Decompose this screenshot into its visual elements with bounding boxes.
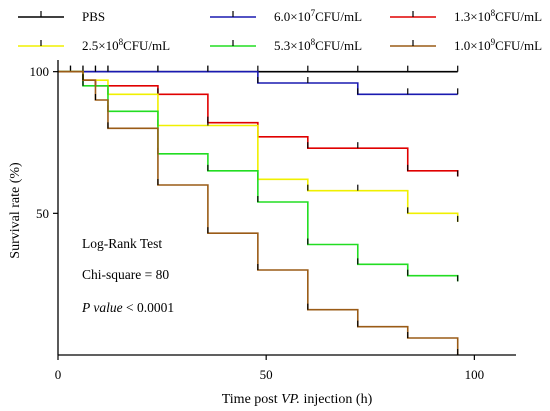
legend-label-part: 9	[491, 37, 496, 47]
legend-label-part: 5.3×10	[274, 38, 311, 53]
legend-label-part: 6.0×10	[274, 9, 311, 24]
series-line	[58, 70, 459, 282]
legend-label-part: 2.5×10	[82, 38, 119, 53]
legend-item: PBS	[18, 9, 105, 24]
x-tick-label: 0	[55, 367, 62, 382]
legend-item: 6.0×107CFU/mL	[210, 8, 362, 24]
legend-label: 6.0×107CFU/mL	[274, 8, 362, 24]
legend-label-part: CFU/mL	[123, 38, 170, 53]
legend-item: 1.3×108CFU/mL	[390, 8, 542, 24]
y-tick-label: 50	[36, 206, 49, 221]
x-axis-title: Time post VP. injection (h)	[222, 392, 373, 407]
p-value-text: < 0.0001	[123, 300, 175, 315]
legend-label: PBS	[82, 9, 105, 24]
plot-area	[58, 65, 459, 355]
series-1	[58, 65, 459, 73]
legend-label-part: 1.3×10	[454, 9, 491, 24]
legend-label: 5.3×108CFU/mL	[274, 37, 362, 53]
legend: PBS 6.0×107CFU/mL 1.3×108CFU/mL2.5×108CFU/…	[18, 8, 542, 53]
legend-label-part: 8	[491, 8, 496, 18]
legend-label-part: CFU/mL	[315, 9, 362, 24]
x-tick-label: 50	[260, 367, 273, 382]
x-axis-title-part: VP.	[281, 392, 300, 407]
log-rank-test-label: Log-Rank Test	[82, 236, 162, 251]
legend-label: 1.3×108CFU/mL	[454, 8, 542, 24]
series-2	[58, 65, 459, 96]
x-axis-title-part: injection (h)	[300, 392, 373, 407]
p-value-name: P value	[81, 300, 123, 315]
series-line	[58, 70, 459, 355]
legend-label-part: 8	[119, 37, 124, 47]
legend-item: 2.5×108CFU/mL	[18, 37, 170, 53]
x-tick-label: 100	[465, 367, 485, 382]
annotations: Log-Rank Test Chi-square = 80 P value < …	[81, 236, 174, 315]
legend-label: 1.0×109CFU/mL	[454, 37, 542, 53]
axes: 0 50 100 50 100 Time post VP. injection (h) Su…	[8, 60, 516, 407]
legend-label-part: PBS	[82, 9, 105, 24]
legend-label-part: CFU/mL	[315, 38, 362, 53]
legend-label-part: 7	[311, 8, 316, 18]
x-axis-title-part: Time post	[222, 392, 281, 407]
legend-label-part: 1.0×10	[454, 38, 491, 53]
legend-label-part: CFU/mL	[495, 9, 542, 24]
series-6	[58, 70, 459, 355]
legend-item: 1.0×109CFU/mL	[390, 37, 542, 53]
legend-label-part: CFU/mL	[495, 38, 542, 53]
legend-item: 5.3×108CFU/mL	[210, 37, 362, 53]
p-value-label: P value < 0.0001	[81, 300, 174, 315]
chi-square-label: Chi-square = 80	[82, 267, 169, 282]
legend-label-part: 8	[311, 37, 316, 47]
legend-label: 2.5×108CFU/mL	[82, 37, 170, 53]
y-tick-label: 100	[30, 64, 50, 79]
y-axis-title: Survival rate (%)	[8, 162, 23, 259]
